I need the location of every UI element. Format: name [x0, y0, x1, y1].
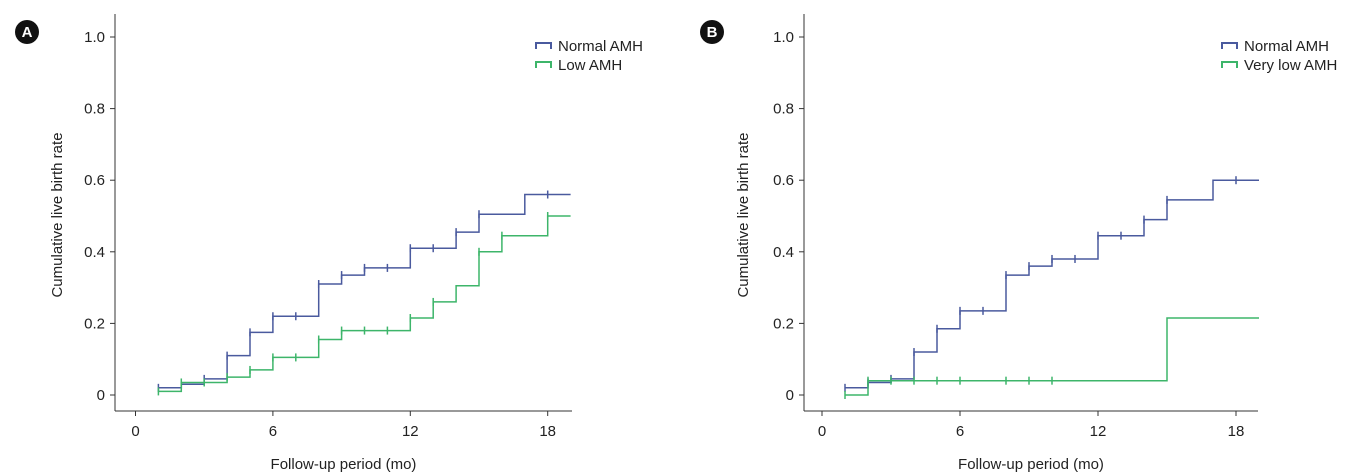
chart-panel-b: B 0 0.2 0.4 0.6 0.8 1.0 0 6 12 18 Follow-up period … — [700, 14, 1337, 473]
y-tick-label: 0.6 — [84, 172, 105, 189]
x-tick-label: 12 — [1090, 423, 1107, 440]
series-line-2 — [158, 215, 571, 393]
legend-label: Very low AMH — [1244, 57, 1337, 74]
panel-badge — [15, 20, 39, 44]
series-line-1 — [158, 193, 571, 389]
legend-swatch — [1221, 61, 1238, 68]
legend-label: Normal AMH — [1244, 38, 1329, 55]
y-tick-label: 0 — [786, 387, 794, 404]
y-tick-label: 0.4 — [773, 244, 794, 261]
y-axis-label: Cumulative live birth rate — [49, 132, 66, 297]
x-tick-label: 0 — [818, 423, 826, 440]
x-axis-label: Follow-up period (mo) — [271, 456, 417, 473]
x-tick-label: 18 — [1228, 423, 1245, 440]
y-tick-label: 1.0 — [773, 29, 794, 46]
y-tick-label: 1.0 — [84, 29, 105, 46]
y-tick-label: 0.8 — [773, 101, 794, 118]
legend-swatch — [535, 61, 552, 68]
chart-panel-a: A 0 0.2 0.4 0.6 0.8 1.0 0 6 12 18 Follow-up period … — [15, 14, 643, 473]
legend-label: Low AMH — [558, 57, 622, 74]
y-tick-label: 0.8 — [84, 101, 105, 118]
panel-badge — [700, 20, 724, 44]
x-tick-label: 6 — [956, 423, 964, 440]
legend-swatch — [535, 42, 552, 49]
y-axis-label: Cumulative live birth rate — [735, 132, 752, 297]
x-tick-label: 18 — [539, 423, 556, 440]
y-tick-label: 0 — [97, 387, 105, 404]
series-line-1 — [845, 179, 1259, 389]
x-axis-label: Follow-up period (mo) — [958, 456, 1104, 473]
x-tick-label: 6 — [269, 423, 277, 440]
y-tick-label: 0.6 — [773, 172, 794, 189]
y-tick-label: 0.2 — [84, 315, 105, 332]
y-tick-label: 0.4 — [84, 244, 105, 261]
series-line-2 — [845, 317, 1259, 396]
panel-label: A — [22, 24, 33, 41]
x-tick-label: 12 — [402, 423, 419, 440]
legend-label: Normal AMH — [558, 38, 643, 55]
legend-swatch — [1221, 42, 1238, 49]
x-tick-label: 0 — [131, 423, 139, 440]
y-tick-label: 0.2 — [773, 315, 794, 332]
panel-label: B — [707, 24, 718, 41]
